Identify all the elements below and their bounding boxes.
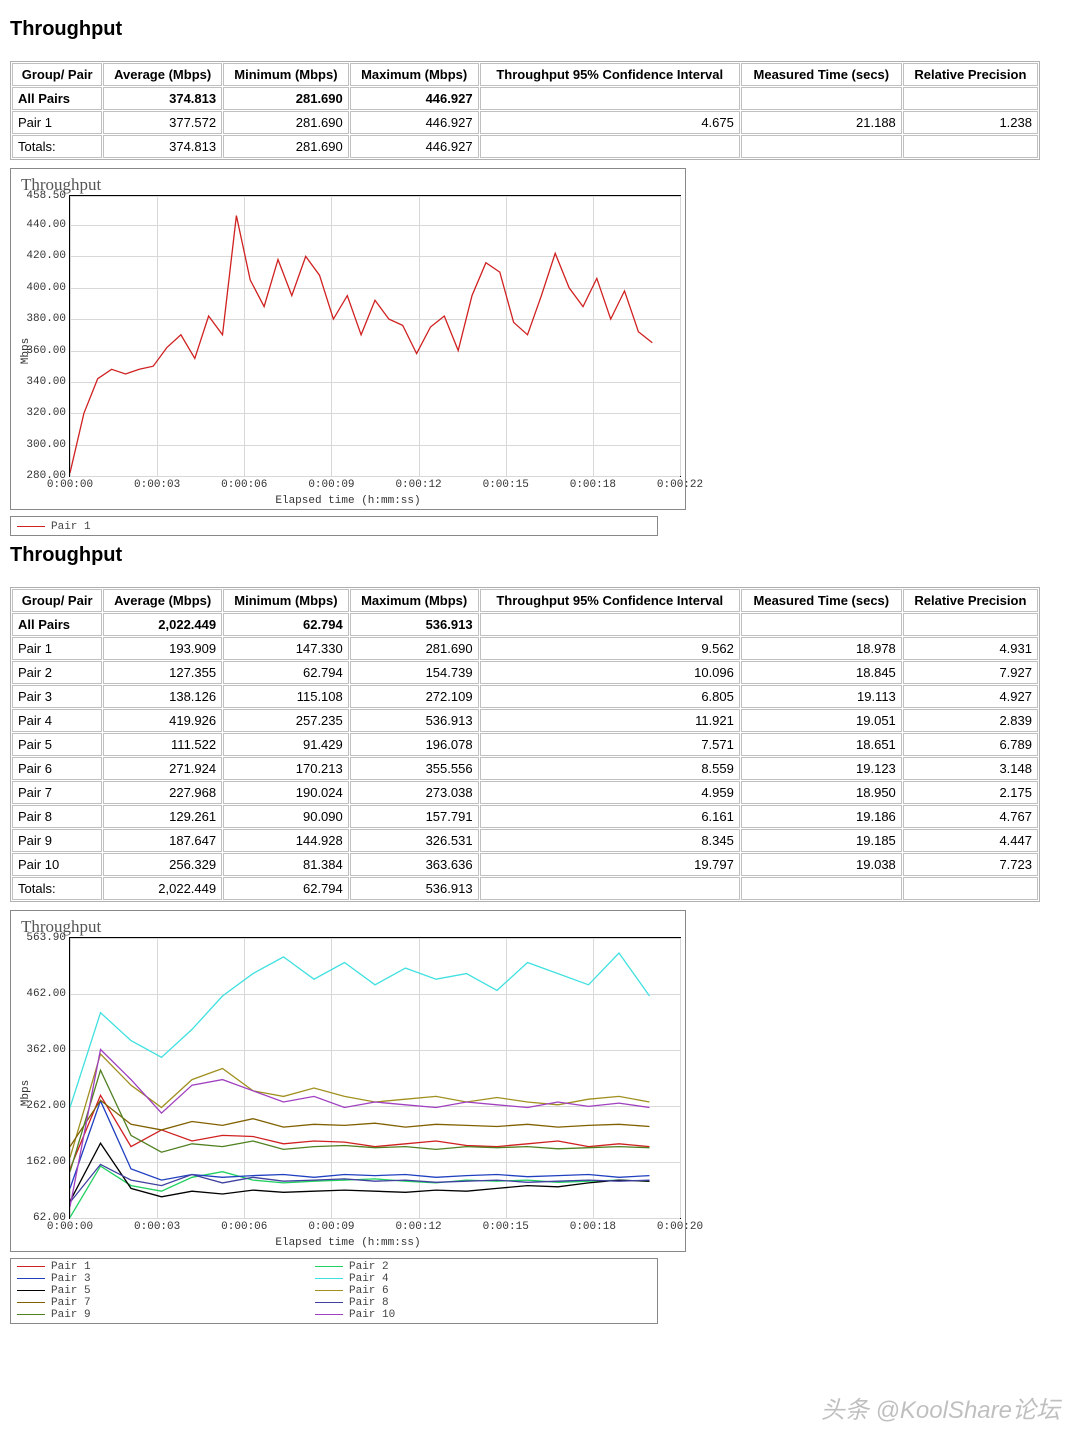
x-tick: 0:00:18 bbox=[570, 476, 616, 491]
table-row: Pair 5111.52291.429196.0787.57118.6516.7… bbox=[12, 733, 1038, 756]
chart2-legend: Pair 1Pair 2Pair 3Pair 4Pair 5Pair 6Pair… bbox=[10, 1258, 658, 1324]
x-tick: 0:00:00 bbox=[47, 476, 93, 491]
x-tick: 0:00:15 bbox=[483, 476, 529, 491]
legend-item: Pair 7 bbox=[17, 1297, 297, 1309]
y-tick: 162.00 bbox=[26, 1156, 70, 1168]
column-header: Throughput 95% Confidence Interval bbox=[480, 63, 740, 86]
series-pair-10 bbox=[70, 1049, 650, 1206]
column-header: Average (Mbps) bbox=[103, 589, 222, 612]
x-tick: 0:00:15 bbox=[483, 1218, 529, 1233]
column-header: Maximum (Mbps) bbox=[350, 63, 479, 86]
column-header: Group/ Pair bbox=[12, 589, 102, 612]
legend-item: Pair 10 bbox=[315, 1309, 595, 1321]
column-header: Measured Time (secs) bbox=[741, 63, 902, 86]
legend-item: Pair 6 bbox=[315, 1285, 595, 1297]
y-tick: 262.00 bbox=[26, 1100, 70, 1112]
series-pair-4 bbox=[70, 953, 650, 1108]
y-tick: 563.90 bbox=[26, 932, 70, 944]
series-pair-8 bbox=[70, 1164, 650, 1202]
series-pair-1 bbox=[70, 1095, 650, 1169]
y-tick: 380.00 bbox=[26, 313, 70, 325]
x-tick: 0:00:03 bbox=[134, 476, 180, 491]
legend-item: Pair 5 bbox=[17, 1285, 297, 1297]
table2: Group/ PairAverage (Mbps)Minimum (Mbps)M… bbox=[10, 587, 1040, 902]
legend-item: Pair 1 bbox=[17, 521, 91, 533]
y-tick: 400.00 bbox=[26, 282, 70, 294]
table-row: Pair 1193.909147.330281.6909.56218.9784.… bbox=[12, 637, 1038, 660]
legend-item: Pair 4 bbox=[315, 1273, 595, 1285]
x-tick: 0:00:22 bbox=[657, 476, 703, 491]
series-pair-1 bbox=[70, 216, 652, 473]
y-tick: 458.50 bbox=[26, 190, 70, 202]
table-row: Totals:374.813281.690446.927 bbox=[12, 135, 1038, 158]
table-row: Totals:2,022.44962.794536.913 bbox=[12, 877, 1038, 900]
y-tick: 360.00 bbox=[26, 345, 70, 357]
table1: Group/ PairAverage (Mbps)Minimum (Mbps)M… bbox=[10, 61, 1040, 160]
x-tick: 0:00:00 bbox=[47, 1218, 93, 1233]
table-row: Pair 9187.647144.928326.5318.34519.1854.… bbox=[12, 829, 1038, 852]
table-row: All Pairs2,022.44962.794536.913 bbox=[12, 613, 1038, 636]
table-row: Pair 1377.572281.690446.9274.67521.1881.… bbox=[12, 111, 1038, 134]
chart1-title: Throughput bbox=[21, 175, 681, 195]
x-tick: 0:00:03 bbox=[134, 1218, 180, 1233]
section1-heading: Throughput bbox=[10, 18, 1070, 41]
section2-heading: Throughput bbox=[10, 544, 1070, 567]
column-header: Minimum (Mbps) bbox=[223, 589, 349, 612]
column-header: Measured Time (secs) bbox=[741, 589, 902, 612]
table-row: Pair 6271.924170.213355.5568.55919.1233.… bbox=[12, 757, 1038, 780]
chart1: Throughput Mbps 280.00300.00320.00340.00… bbox=[10, 168, 686, 510]
series-pair-5 bbox=[70, 1143, 650, 1201]
chart1-legend: Pair 1 bbox=[10, 516, 658, 536]
legend-item: Pair 9 bbox=[17, 1309, 297, 1321]
y-tick: 462.00 bbox=[26, 988, 70, 1000]
column-header: Minimum (Mbps) bbox=[223, 63, 349, 86]
x-tick: 0:00:18 bbox=[570, 1218, 616, 1233]
table-row: Pair 7227.968190.024273.0384.95918.9502.… bbox=[12, 781, 1038, 804]
x-tick: 0:00:09 bbox=[308, 1218, 354, 1233]
x-tick: 0:00:12 bbox=[395, 1218, 441, 1233]
x-tick: 0:00:12 bbox=[395, 476, 441, 491]
x-tick: 0:00:09 bbox=[308, 476, 354, 491]
y-tick: 440.00 bbox=[26, 219, 70, 231]
legend-item: Pair 2 bbox=[315, 1261, 595, 1273]
legend-item: Pair 8 bbox=[315, 1297, 595, 1309]
legend-item: Pair 1 bbox=[17, 1261, 297, 1273]
x-tick: 0:00:20 bbox=[657, 1218, 703, 1233]
table-row: Pair 4419.926257.235536.91311.92119.0512… bbox=[12, 709, 1038, 732]
table-row: Pair 3138.126115.108272.1096.80519.1134.… bbox=[12, 685, 1038, 708]
table-row: Pair 8129.26190.090157.7916.16119.1864.7… bbox=[12, 805, 1038, 828]
series-pair-2 bbox=[70, 1166, 650, 1217]
chart1-xlabel: Elapsed time (h:mm:ss) bbox=[15, 495, 681, 507]
y-tick: 420.00 bbox=[26, 250, 70, 262]
watermark: 头条 @KoolShare论坛 bbox=[821, 1390, 1060, 1425]
column-header: Maximum (Mbps) bbox=[350, 589, 479, 612]
y-tick: 320.00 bbox=[26, 407, 70, 419]
y-tick: 362.00 bbox=[26, 1044, 70, 1056]
column-header: Throughput 95% Confidence Interval bbox=[480, 589, 740, 612]
column-header: Relative Precision bbox=[903, 63, 1038, 86]
y-tick: 300.00 bbox=[26, 439, 70, 451]
table-row: All Pairs374.813281.690446.927 bbox=[12, 87, 1038, 110]
series-pair-9 bbox=[70, 1070, 650, 1172]
column-header: Average (Mbps) bbox=[103, 63, 222, 86]
column-header: Group/ Pair bbox=[12, 63, 102, 86]
y-tick: 340.00 bbox=[26, 376, 70, 388]
chart2: Throughput Mbps 62.00162.00262.00362.004… bbox=[10, 910, 686, 1252]
chart2-title: Throughput bbox=[21, 917, 681, 937]
column-header: Relative Precision bbox=[903, 589, 1038, 612]
legend-item: Pair 3 bbox=[17, 1273, 297, 1285]
table-row: Pair 10256.32981.384363.63619.79719.0387… bbox=[12, 853, 1038, 876]
x-tick: 0:00:06 bbox=[221, 476, 267, 491]
x-tick: 0:00:06 bbox=[221, 1218, 267, 1233]
table-row: Pair 2127.35562.794154.73910.09618.8457.… bbox=[12, 661, 1038, 684]
chart2-xlabel: Elapsed time (h:mm:ss) bbox=[15, 1237, 681, 1249]
